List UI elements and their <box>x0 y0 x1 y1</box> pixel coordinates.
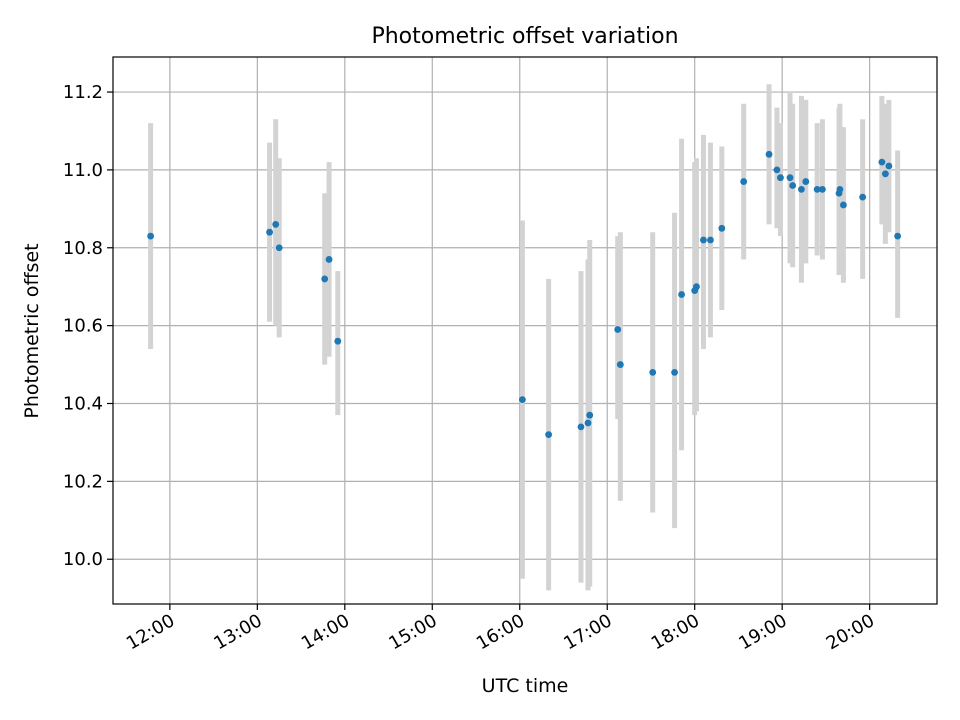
y-tick-label: 10.4 <box>63 393 103 414</box>
data-point-15 <box>649 368 657 376</box>
data-point-1 <box>147 232 155 240</box>
data-point-12 <box>586 411 594 419</box>
data-point-35 <box>840 201 847 209</box>
data-point-28 <box>789 182 797 189</box>
data-point-6 <box>325 256 333 263</box>
plot-area-frame <box>112 56 938 605</box>
data-point-24 <box>765 150 773 158</box>
y-tick-label: 10.8 <box>63 238 103 259</box>
data-point-23 <box>740 178 748 185</box>
data-point-31 <box>813 185 821 193</box>
data-point-25 <box>773 166 781 174</box>
y-axis-label: Photometric offset <box>21 243 43 418</box>
data-point-5 <box>321 275 329 283</box>
data-point-7 <box>334 337 342 345</box>
data-point-26 <box>777 174 784 182</box>
data-point-13 <box>614 326 622 333</box>
data-point-8 <box>518 396 526 404</box>
data-point-17 <box>678 291 685 298</box>
data-point-11 <box>584 419 592 427</box>
data-point-2 <box>266 228 273 236</box>
y-tick-label: 10.0 <box>63 549 103 570</box>
data-point-19 <box>693 283 700 291</box>
data-point-9 <box>545 431 553 439</box>
y-tick-label: 10.6 <box>63 316 103 337</box>
y-tick-label: 11.0 <box>63 160 103 181</box>
data-point-29 <box>798 185 805 193</box>
data-point-21 <box>707 236 714 244</box>
data-point-34 <box>836 185 844 193</box>
data-point-32 <box>819 185 826 193</box>
data-point-36 <box>859 193 867 201</box>
data-point-16 <box>671 368 678 376</box>
data-point-14 <box>616 361 624 368</box>
data-point-20 <box>700 236 707 244</box>
data-point-4 <box>275 244 283 252</box>
data-point-22 <box>718 224 726 232</box>
y-tick-label: 10.2 <box>63 471 103 492</box>
data-point-27 <box>786 174 794 182</box>
chart-title: Photometric offset variation <box>371 24 678 49</box>
data-point-30 <box>802 178 810 185</box>
x-axis-label: UTC time <box>482 675 569 697</box>
data-point-3 <box>272 221 280 228</box>
data-point-10 <box>577 423 585 431</box>
data-point-37 <box>878 158 886 166</box>
data-point-38 <box>881 170 889 178</box>
data-point-40 <box>894 232 902 240</box>
point-layer <box>147 150 902 439</box>
data-point-39 <box>885 162 893 170</box>
y-tick-label: 11.2 <box>63 82 103 103</box>
